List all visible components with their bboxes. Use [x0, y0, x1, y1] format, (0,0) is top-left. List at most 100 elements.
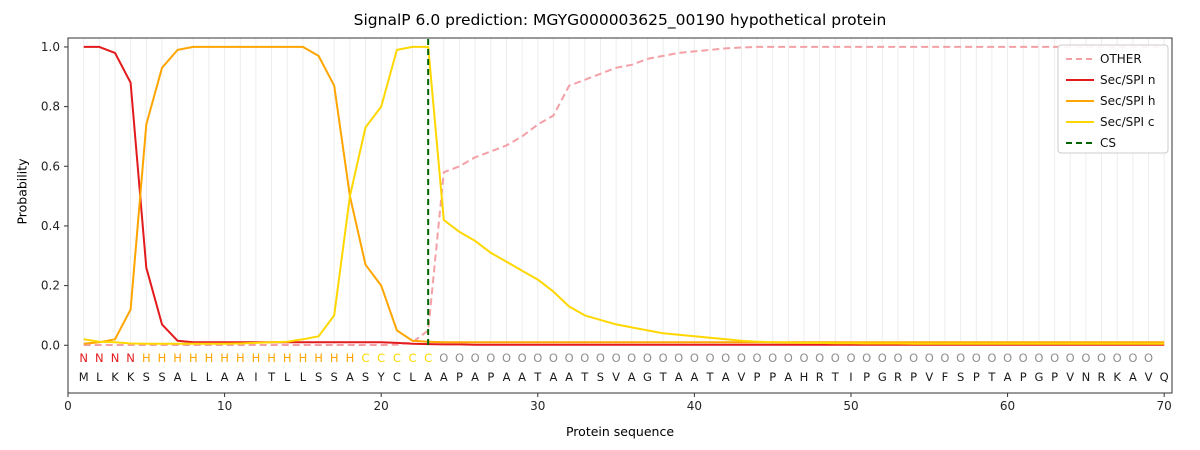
sequence-letter: S [597, 370, 604, 384]
sequence-letter: V [1066, 370, 1074, 384]
sequence-letter: K [1113, 370, 1121, 384]
region-label: O [784, 351, 793, 365]
line-n [83, 45, 1165, 346]
sequence-letter: H [800, 370, 809, 384]
sequence-letter: A [221, 370, 229, 384]
sequence-letter: G [643, 370, 652, 384]
sequence-letter: M [79, 370, 89, 384]
sequence-letter: A [722, 370, 730, 384]
sequence-letter: A [424, 370, 432, 384]
sequence-letter: Y [377, 370, 386, 384]
region-label: H [267, 351, 276, 365]
sequence-letter: G [878, 370, 887, 384]
region-label: O [768, 351, 777, 365]
region-label: H [346, 351, 355, 365]
legend-label: Sec/SPI n [1100, 73, 1155, 87]
y-tick-label: 0.2 [41, 279, 60, 293]
sequence-letter: K [111, 370, 119, 384]
region-label: H [252, 351, 261, 365]
y-tick-label: 0.6 [41, 159, 60, 173]
region-label: H [236, 351, 245, 365]
region-label: O [596, 351, 605, 365]
region-label: O [705, 351, 714, 365]
region-label: O [1144, 351, 1153, 365]
region-label: O [925, 351, 934, 365]
sequence-letter: A [628, 370, 636, 384]
x-tick-label: 30 [530, 399, 545, 413]
sequence-letter: V [925, 370, 933, 384]
sequence-letter: R [1098, 370, 1106, 384]
sequence-letter: V [612, 370, 620, 384]
x-tick-label: 60 [1000, 399, 1015, 413]
sequence-letter: V [737, 370, 745, 384]
region-label: H [173, 351, 182, 365]
region-label: O [1050, 351, 1059, 365]
region-label: H [330, 351, 339, 365]
region-label: O [549, 351, 558, 365]
sequence-letter: A [1004, 370, 1012, 384]
sequence-letter: A [236, 370, 244, 384]
region-label: O [940, 351, 949, 365]
legend: OTHER Sec/SPI n Sec/SPI h Sec/SPI c CS [1057, 44, 1169, 154]
sequence-letter: R [816, 370, 824, 384]
sequence-letter: T [831, 370, 840, 384]
region-label: O [972, 351, 981, 365]
x-axis-label: Protein sequence [565, 424, 675, 439]
sequence-letter: P [1051, 370, 1058, 384]
sequence-letter: S [362, 370, 369, 384]
legend-label: CS [1100, 136, 1116, 150]
sequence-letter: C [393, 370, 401, 384]
y-tick-label: 0.8 [41, 100, 60, 114]
gridlines [83, 38, 1165, 346]
sequence-letter: T [533, 370, 542, 384]
sequence-letter: Q [1160, 370, 1169, 384]
legend-box [1057, 44, 1169, 154]
region-label: O [502, 351, 511, 365]
sequence-letter: T [580, 370, 589, 384]
sequence-letter: P [1020, 370, 1027, 384]
region-label: O [643, 351, 652, 365]
sequence-letter: R [894, 370, 902, 384]
sequence-letter: L [96, 370, 103, 384]
y-tick-label: 0.4 [41, 219, 60, 233]
x-tick-label: 40 [687, 399, 702, 413]
region-label: H [189, 351, 198, 365]
region-label: N [126, 351, 135, 365]
region-label: N [79, 351, 88, 365]
sequence-letter: P [769, 370, 776, 384]
sequence-letter: S [158, 370, 165, 384]
plot-frame [67, 37, 1173, 394]
sequence-letter: A [784, 370, 792, 384]
region-label: O [455, 351, 464, 365]
region-label: O [893, 351, 902, 365]
sequence-letter: S [957, 370, 964, 384]
sequence-letter: T [267, 370, 276, 384]
sequence-letter: T [987, 370, 996, 384]
sequence-letter: L [206, 370, 213, 384]
sequence-letter: N [1082, 370, 1091, 384]
sequence-letter: I [849, 370, 852, 384]
region-label: O [878, 351, 887, 365]
sequence-letter: G [1034, 370, 1043, 384]
sequence-letter: P [456, 370, 463, 384]
sequence-letter: A [503, 370, 511, 384]
region-label: O [659, 351, 668, 365]
sequence-letter: S [331, 370, 338, 384]
sequence-letter: K [127, 370, 135, 384]
region-label: O [737, 351, 746, 365]
region-label: O [439, 351, 448, 365]
chart-title: SignalP 6.0 prediction: MGYG000003625_00… [353, 11, 887, 29]
region-label: O [1128, 351, 1137, 365]
region-label: O [846, 351, 855, 365]
region-label: O [518, 351, 527, 365]
region-label: O [533, 351, 542, 365]
sequence-letter: P [863, 370, 870, 384]
sequence-letter: A [565, 370, 573, 384]
legend-label: Sec/SPI c [1100, 115, 1154, 129]
region-label: N [111, 351, 120, 365]
sequence-letter: A [471, 370, 479, 384]
sequence-letter: V [1145, 370, 1153, 384]
